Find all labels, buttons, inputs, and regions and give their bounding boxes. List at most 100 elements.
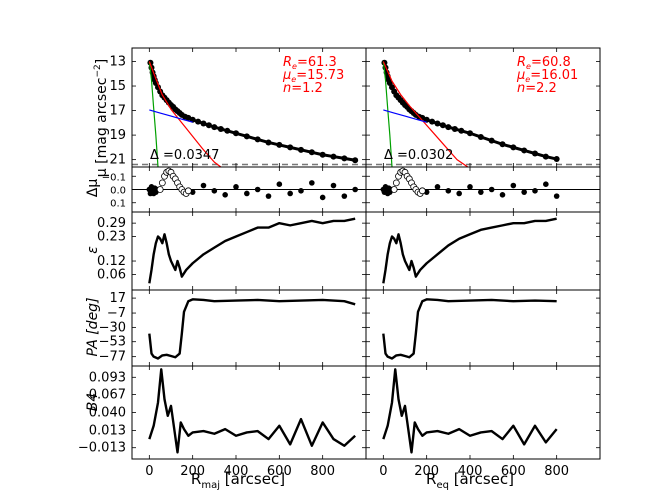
- ellipticity-major-panel: 0.060.12 0.230.29: [97, 211, 367, 291]
- surface-brightness-major-plot-area: [132, 59, 366, 167]
- b4-major-ytick-label: 0.013: [89, 423, 126, 438]
- residuals-equivalent-filled-point: [456, 190, 462, 197]
- mu-ylabel-main: μ [mag arcsec: [94, 78, 110, 178]
- residuals-equivalent-filled-point: [488, 186, 495, 193]
- surface-brightness-equivalent-plot-area: [366, 59, 600, 167]
- xlabel-right-unit: [arcsec]: [449, 470, 514, 488]
- surface-brightness-major-re-val: =61.3: [297, 55, 337, 70]
- surface-brightness-equivalent-n-annotation: n=2.2: [517, 81, 557, 96]
- position-angle-major-ytick-label: −53: [99, 335, 126, 350]
- residuals-equivalent-filled-point: [543, 181, 549, 188]
- b4-equivalent-panel: 0 200 400 600 800: [365, 365, 601, 479]
- ellipticity-equivalent-plot-area: [382, 217, 557, 284]
- xlabel-left-unit: [arcsec]: [220, 470, 285, 488]
- surface-brightness-equivalent-re-val: =60.8: [531, 55, 571, 70]
- ellipticity-major-ytick-label: 0.12: [97, 254, 126, 269]
- b4-equivalent-xtick-label: 600: [501, 464, 526, 479]
- ellipticity-equivalent-ellipticity-line: [382, 217, 557, 284]
- residuals-major-ytick-label: −0.1: [102, 172, 126, 183]
- ellipticity-equivalent-panel: [365, 211, 601, 291]
- residuals-equivalent-filled-point: [532, 188, 538, 194]
- surface-brightness-equivalent-n-val: =2.2: [525, 81, 557, 96]
- xlabel-left-main: R: [191, 470, 201, 488]
- surface-brightness-major-re-sym: R: [283, 55, 292, 70]
- b4-major-b4-line: [148, 368, 356, 454]
- residuals-equivalent-open-point: [392, 179, 400, 187]
- b4-major-ytick-label: 0.093: [89, 370, 126, 385]
- residuals-major-filled-point: [341, 193, 348, 199]
- surface-brightness-equivalent-mue-sym: μ: [516, 68, 525, 83]
- mu-ylabel-exp: −2: [93, 64, 103, 77]
- b4-equivalent-xtick-label: 400: [458, 464, 483, 479]
- ellipticity-major-ellipticity-line: [148, 217, 356, 284]
- surface-brightness-equivalent-re-sub: e: [526, 62, 531, 71]
- residuals-major-filled-point: [211, 188, 218, 194]
- surface-brightness-major-green-line: [148, 61, 159, 167]
- surface-brightness-major-ytick-label: 19: [109, 128, 126, 143]
- pa-ylabel: PA [deg]: [85, 297, 101, 356]
- surface-brightness-equivalent-mue-annotation: μe=16.01: [516, 68, 578, 84]
- residuals-major-open-point: [156, 186, 164, 193]
- xlabel-left-sub: maj: [201, 480, 220, 491]
- surface-brightness-equivalent-green-line: [382, 61, 393, 167]
- residuals-major-ytick-label: 0.1: [110, 199, 126, 210]
- surface-brightness-major-delta-annotation: Δ =0.0347: [150, 148, 219, 163]
- residuals-major-filled-point: [276, 181, 283, 188]
- surface-brightness-equivalent-n-sym: n: [517, 81, 525, 96]
- eps-ylabel: ε: [85, 246, 101, 254]
- surface-brightness-major-ytick-label: 17: [109, 104, 126, 119]
- residuals-equivalent-plot-area: [366, 167, 600, 199]
- b4-major-xtick-label: 200: [180, 464, 205, 479]
- residuals-equivalent-filled-point: [434, 184, 441, 190]
- residuals-major-filled-point: [244, 190, 250, 197]
- position-angle-major-ytick-label: −77: [99, 350, 126, 365]
- surface-brightness-major-mue-sym: μ: [282, 68, 291, 83]
- residuals-major-filled-point: [298, 188, 304, 194]
- position-angle-major-ytick-label: 17: [109, 291, 126, 306]
- position-angle-equivalent-plot-area: [382, 298, 557, 360]
- surface-brightness-major-mue-val: =15.73: [296, 68, 344, 83]
- surface-brightness-equivalent-mue-val: =16.01: [530, 68, 578, 83]
- xlabel-left: Rmaj [arcsec]: [191, 470, 285, 491]
- surface-brightness-major-ytick-label: 15: [109, 79, 126, 94]
- b4-major-plot-area: [148, 368, 356, 454]
- surface-brightness-equivalent-delta-annotation: Δ =0.0302: [384, 148, 453, 163]
- xlabel-right: Req [arcsec]: [426, 470, 514, 491]
- residuals-equivalent-open-point: [390, 186, 398, 193]
- position-angle-major-ytick-label: −7: [107, 306, 126, 321]
- surface-brightness-equivalent-panel: Re=60.8μe=16.01n=2.2Δ =0.0302: [365, 47, 601, 168]
- residuals-major-filled-point: [319, 194, 326, 201]
- residuals-major-open-point: [158, 179, 166, 187]
- surface-brightness-major-data-trace: [148, 62, 356, 162]
- ellipticity-major-ytick-label: 0.06: [97, 267, 126, 282]
- residuals-equivalent-filled-point: [499, 191, 506, 198]
- b4-equivalent-xtick-label: 200: [414, 464, 439, 479]
- surface-brightness-major-n-val: =1.2: [291, 81, 323, 96]
- surface-brightness-major-n-sym: n: [283, 81, 291, 96]
- surface-brightness-equivalent-mue-sub: e: [525, 75, 530, 84]
- b4-major-xtick-label: 800: [310, 464, 335, 479]
- residuals-major-filled-point: [233, 184, 239, 190]
- surface-brightness-equivalent-re-annotation: Re=60.8: [517, 55, 571, 71]
- ellipticity-major-ytick-label: 0.29: [97, 216, 126, 231]
- residuals-equivalent-filled-point: [478, 189, 484, 195]
- mu-ylabel-close: ]: [94, 59, 110, 64]
- residuals-equivalent-panel: [365, 166, 601, 213]
- surface-brightness-equivalent-red-line: [382, 61, 469, 167]
- dmu-ylabel: Δμ: [85, 179, 101, 198]
- ellipticity-major-plot-area: [148, 217, 356, 284]
- mu-ylabel: μ [mag arcsec−2]: [93, 59, 110, 177]
- b4-equivalent-xtick-label: 800: [544, 464, 569, 479]
- residuals-equivalent-filled-point: [510, 182, 517, 189]
- position-angle-major-pa-line: [148, 298, 356, 360]
- residuals-major-ytick-label: 0.0: [110, 186, 126, 197]
- b4-major-xtick-label: 0: [145, 464, 153, 479]
- residuals-equivalent-filled-point: [521, 189, 527, 195]
- residuals-major-filled-point: [254, 186, 261, 193]
- residuals-major-filled-point: [222, 191, 228, 198]
- position-angle-equivalent-panel: [365, 289, 601, 367]
- b4-major-ytick-label: 0.067: [89, 388, 126, 403]
- b4-equivalent-plot-area: [382, 368, 558, 454]
